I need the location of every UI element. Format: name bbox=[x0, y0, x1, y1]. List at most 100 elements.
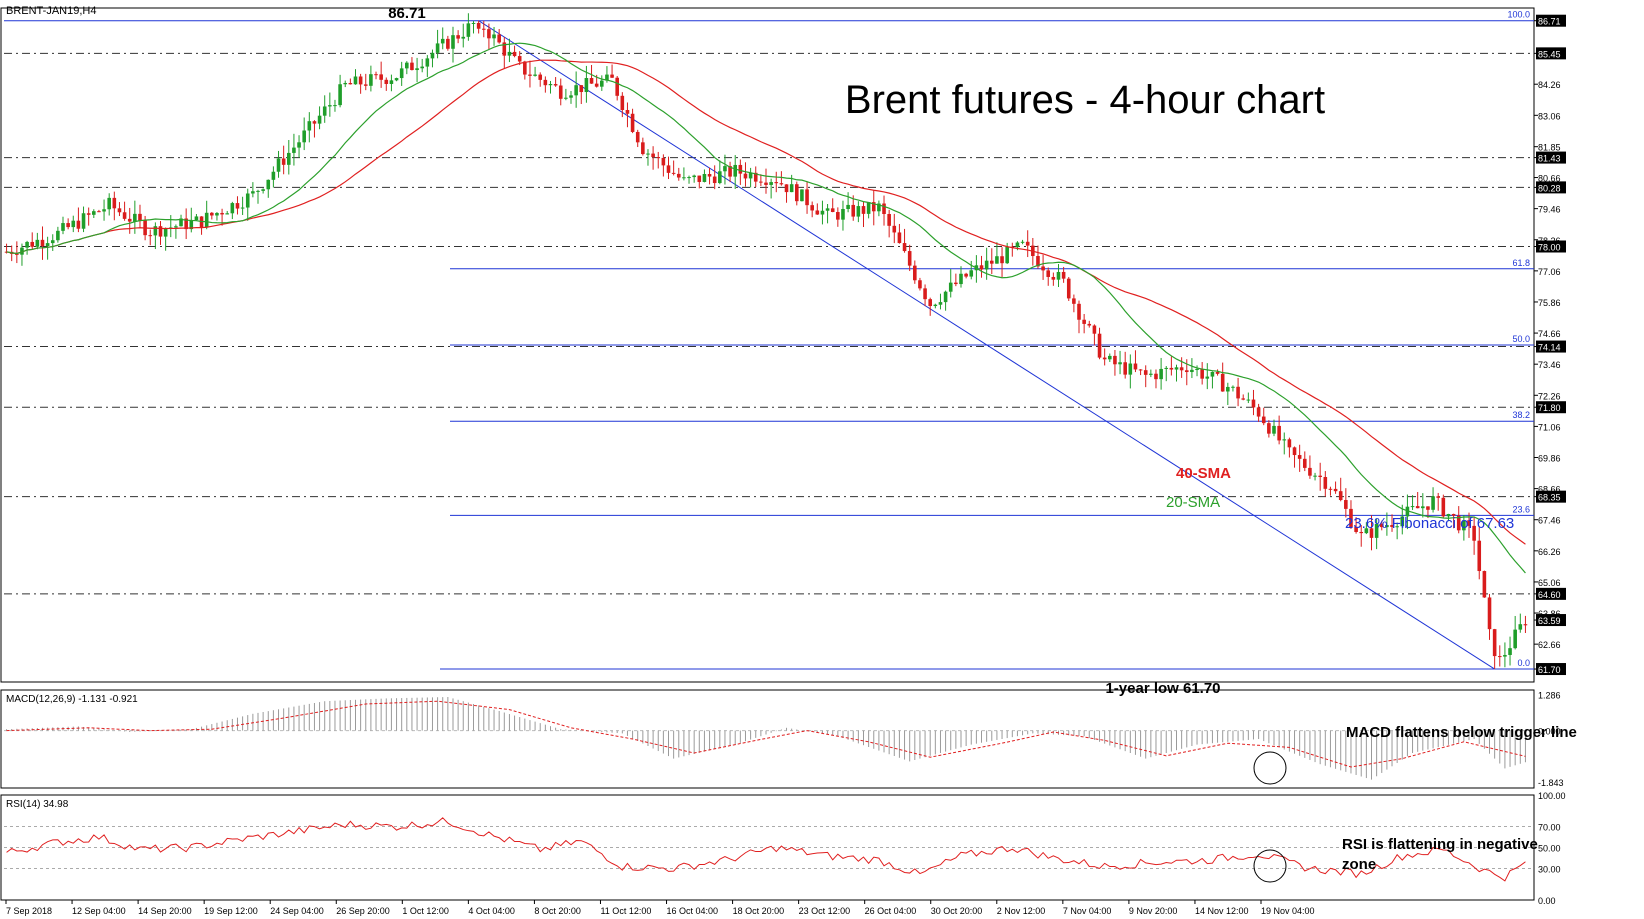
fib236-label: 23.6% Fibonacci of 67.63 bbox=[1345, 515, 1514, 532]
candle-body-up bbox=[251, 191, 255, 194]
price-label: 65.06 bbox=[1538, 578, 1561, 588]
candle-body-up bbox=[533, 74, 537, 76]
candle-body-down bbox=[1456, 515, 1461, 531]
candle-body-up bbox=[866, 202, 871, 214]
candle-body-up bbox=[1231, 386, 1235, 388]
candle-body-down bbox=[1318, 475, 1322, 477]
candle-body-down bbox=[1236, 386, 1240, 399]
candle-body-down bbox=[512, 51, 517, 57]
low-label: 1-year low 61.70 bbox=[1105, 680, 1220, 697]
candle-body-up bbox=[733, 164, 738, 177]
candle-body-up bbox=[682, 177, 686, 179]
candle-body-up bbox=[1020, 241, 1025, 243]
sma20-label: 20-SMA bbox=[1166, 494, 1220, 511]
fibonacci-level-label: 38.2 bbox=[1512, 410, 1530, 420]
candle-body-up bbox=[405, 62, 409, 69]
candle-body-up bbox=[107, 197, 111, 210]
candle-body-up bbox=[451, 35, 455, 49]
candle-body-up bbox=[204, 212, 209, 228]
candle-body-down bbox=[1323, 476, 1328, 489]
candle-body-up bbox=[286, 152, 291, 165]
candle-body-up bbox=[240, 207, 245, 209]
candle-body-down bbox=[446, 38, 450, 49]
price-label: 72.26 bbox=[1538, 391, 1561, 401]
candle-body-up bbox=[1508, 648, 1512, 655]
candle-body-down bbox=[779, 183, 784, 185]
rsi-highlight-circle bbox=[1253, 849, 1287, 883]
candle-body-down bbox=[1328, 488, 1333, 490]
candle-body-up bbox=[338, 84, 342, 106]
candle-body-down bbox=[348, 82, 353, 85]
candle-body-up bbox=[194, 216, 199, 221]
candle-body-down bbox=[1477, 540, 1482, 572]
candle-body-down bbox=[610, 74, 614, 78]
candle-body-up bbox=[461, 36, 466, 39]
candle-body-down bbox=[1354, 526, 1358, 532]
candle-body-down bbox=[1379, 523, 1384, 528]
candle-body-up bbox=[92, 211, 96, 215]
candle-body-up bbox=[687, 177, 691, 179]
candle-body-up bbox=[600, 80, 604, 87]
candle-body-down bbox=[528, 74, 532, 76]
candle-body-down bbox=[707, 174, 712, 177]
candle-body-up bbox=[317, 115, 322, 124]
candle-body-up bbox=[718, 171, 722, 184]
candle-body-up bbox=[938, 302, 943, 305]
candle-body-down bbox=[122, 212, 127, 219]
candle-body-up bbox=[1056, 271, 1061, 280]
price-label: 81.85 bbox=[1538, 143, 1561, 153]
candle-body-down bbox=[1087, 323, 1092, 326]
candle-body-down bbox=[1277, 425, 1281, 441]
macd-axis-label: -1.843 bbox=[1538, 778, 1564, 788]
candle-body-up bbox=[20, 247, 24, 255]
price-label: 62.66 bbox=[1538, 640, 1561, 650]
candle-body-down bbox=[579, 85, 584, 93]
candle-body-up bbox=[702, 174, 707, 182]
candle-body-down bbox=[497, 34, 501, 43]
time-axis: 7 Sep 2018 12 Sep 04:00 14 Sep 20:00 19 Sep… bbox=[5, 900, 1315, 916]
candle-body-down bbox=[871, 202, 876, 212]
candle-body-down bbox=[1041, 266, 1045, 271]
price-label: 63.59 bbox=[1538, 616, 1561, 626]
candle-body-up bbox=[492, 34, 496, 39]
price-label-box bbox=[1536, 614, 1566, 627]
sma40-label: 40-SMA bbox=[1176, 465, 1231, 482]
candle-body-down bbox=[784, 184, 789, 193]
sma20-line bbox=[6, 42, 1526, 574]
candle-body-up bbox=[800, 189, 804, 202]
rsi-axis-label: 100.00 bbox=[1538, 791, 1566, 801]
candle-body-down bbox=[374, 74, 378, 76]
price-label: 85.45 bbox=[1538, 49, 1561, 59]
candle-body-up bbox=[328, 105, 332, 107]
candle-body-down bbox=[1292, 447, 1297, 456]
candle-body-down bbox=[764, 182, 768, 185]
candle-body-up bbox=[1400, 516, 1405, 527]
candle-body-up bbox=[692, 175, 696, 178]
candle-body-up bbox=[948, 282, 953, 292]
time-label: 7 Nov 04:00 bbox=[1063, 906, 1112, 916]
high-label: 86.71 bbox=[388, 5, 426, 22]
price-label: 78.00 bbox=[1538, 242, 1561, 252]
candle-body-up bbox=[877, 203, 881, 212]
candle-body-down bbox=[1143, 370, 1148, 375]
downtrend-line bbox=[478, 20, 1495, 670]
candle-body-down bbox=[384, 79, 389, 84]
candle-body-down bbox=[76, 220, 81, 229]
candle-body-up bbox=[1015, 242, 1020, 248]
candle-body-up bbox=[574, 85, 578, 96]
candle-body-up bbox=[81, 213, 86, 229]
price-label: 71.06 bbox=[1538, 422, 1561, 432]
candle-body-up bbox=[1272, 425, 1276, 434]
candle-body-up bbox=[825, 208, 830, 211]
candle-body-down bbox=[553, 84, 558, 86]
candle-body-up bbox=[507, 51, 512, 56]
time-label: 24 Sep 04:00 bbox=[270, 906, 324, 916]
candle-body-up bbox=[292, 147, 296, 153]
macd-frame bbox=[0, 689, 1535, 789]
price-label: 68.66 bbox=[1538, 485, 1561, 495]
candle-body-up bbox=[564, 97, 568, 99]
candle-body-down bbox=[117, 208, 122, 213]
candle-body-down bbox=[1267, 423, 1271, 434]
candle-body-up bbox=[215, 212, 219, 216]
